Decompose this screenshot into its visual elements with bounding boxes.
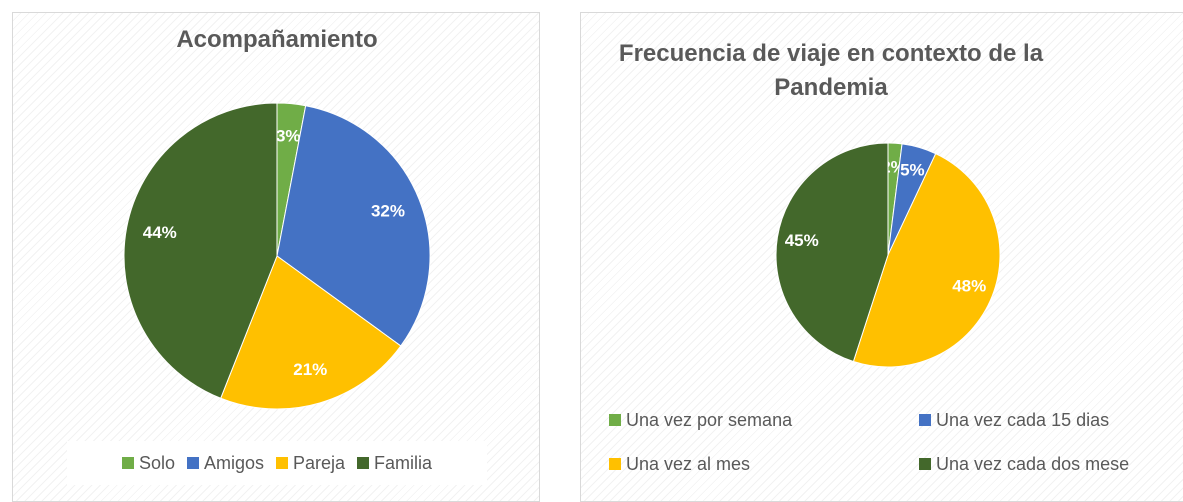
legend-label: Solo bbox=[138, 452, 175, 473]
legend-swatch bbox=[609, 414, 621, 426]
legend: Una vez por semana Una vez cada 15 dias Un… bbox=[609, 398, 1183, 486]
pie-slice bbox=[276, 105, 431, 347]
legend-swatch bbox=[357, 457, 370, 469]
pie-slice bbox=[123, 102, 278, 399]
chart-panel: Acompañamiento 3% 32% 21% 44% Solo Amigos Parej… bbox=[12, 12, 540, 502]
legend-label: Una vez por semana bbox=[626, 409, 793, 430]
value-label: 44% bbox=[143, 223, 177, 242]
legend-swatch bbox=[919, 458, 931, 470]
legend-label: Pareja bbox=[293, 452, 346, 473]
legend-item: Amigos bbox=[186, 441, 264, 485]
legend-swatch bbox=[121, 457, 134, 469]
legend-item: Una vez cada dos mese bbox=[919, 442, 1183, 486]
chart-title: Acompañamiento bbox=[176, 26, 378, 53]
value-label: 48% bbox=[952, 277, 986, 296]
value-label: 21% bbox=[293, 360, 327, 379]
chart-panel: Frecuencia de viaje en contexto de la Pa… bbox=[580, 12, 1183, 502]
value-label: 3% bbox=[276, 127, 301, 146]
value-label: 5% bbox=[900, 161, 925, 180]
legend-swatch bbox=[276, 457, 288, 469]
legend-item: Familia bbox=[357, 441, 432, 485]
pie-slice bbox=[775, 142, 889, 363]
legend-swatch bbox=[609, 458, 621, 470]
chart-title: Frecuencia de viaje en contexto de la Pa… bbox=[618, 40, 1044, 101]
legend-item: Pareja bbox=[276, 441, 345, 485]
legend-item: Solo bbox=[121, 441, 175, 485]
legend-label: Una vez cada 15 dias bbox=[936, 409, 1110, 430]
legend-label: Una vez cada dos mese bbox=[936, 453, 1130, 474]
legend: Solo Amigos Pareja Familia bbox=[67, 441, 487, 485]
pie-plot: 2%5%48%45% bbox=[775, 142, 1001, 368]
legend-swatch bbox=[919, 414, 931, 426]
legend-item: Una vez cada 15 dias bbox=[919, 398, 1183, 442]
pie-slice bbox=[852, 152, 1001, 368]
pie-slice bbox=[220, 255, 402, 410]
legend-item: Una vez por semana bbox=[609, 398, 919, 442]
legend-label: Amigos bbox=[203, 452, 264, 473]
pie-plot: 3% 32% 21% 44% bbox=[123, 102, 431, 410]
value-label: 32% bbox=[371, 202, 405, 221]
legend-item: Una vez al mes bbox=[609, 442, 919, 486]
legend-label: Una vez al mes bbox=[626, 453, 751, 474]
legend-swatch bbox=[186, 457, 199, 469]
value-label: 45% bbox=[785, 231, 819, 250]
legend-label: Familia bbox=[374, 452, 433, 473]
